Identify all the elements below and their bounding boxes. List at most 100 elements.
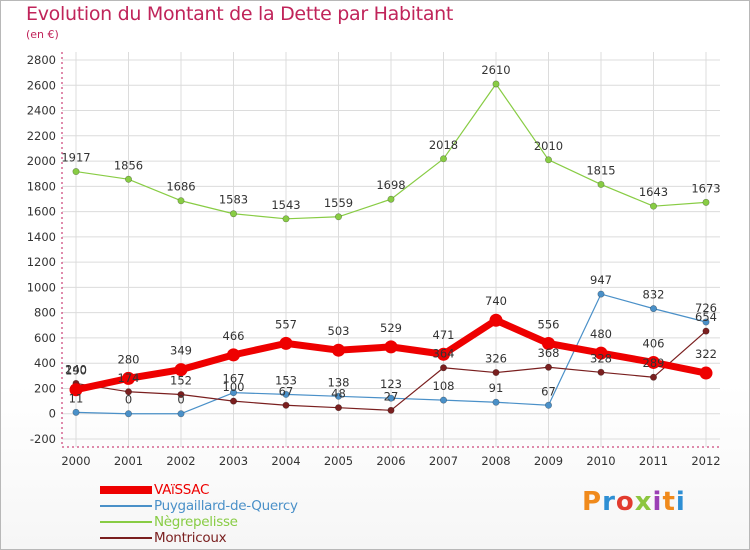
y-tick-label: -200 — [30, 432, 56, 446]
data-label: 1856 — [114, 158, 143, 172]
data-label: 740 — [485, 294, 507, 308]
data-label: 190 — [65, 364, 87, 378]
data-label: 2018 — [429, 138, 458, 152]
series-montricoux — [72, 327, 710, 414]
data-label: 471 — [433, 328, 455, 342]
series-vai-ssac — [69, 313, 713, 397]
data-label: 326 — [485, 352, 507, 366]
y-tick-label: 1600 — [27, 205, 56, 219]
axis-layer: -200020040060080010001200140016001800200… — [27, 52, 721, 468]
data-label: 466 — [223, 329, 245, 343]
logo-letter: o — [615, 487, 635, 517]
data-label: 529 — [380, 321, 402, 335]
data-label: 280 — [118, 352, 140, 366]
data-label: 726 — [695, 301, 717, 315]
data-point — [649, 202, 657, 210]
data-label: 27 — [384, 389, 399, 403]
legend-swatch-vaissac — [100, 486, 152, 494]
data-point — [125, 175, 133, 183]
data-label: 153 — [275, 373, 297, 387]
x-tick-label: 2005 — [324, 454, 353, 468]
chart-unit-label: (en €) — [26, 28, 59, 41]
data-point — [492, 369, 500, 377]
data-point — [334, 404, 342, 412]
series-puygaillard-de-quercy — [72, 290, 710, 418]
y-tick-label: 2000 — [27, 154, 56, 168]
x-tick-label: 2002 — [166, 454, 195, 468]
data-point — [489, 313, 503, 327]
data-label: 1583 — [219, 193, 248, 207]
data-label: 1559 — [324, 196, 353, 210]
data-point — [702, 318, 710, 326]
data-point — [72, 408, 80, 416]
y-tick-label: 200 — [34, 381, 56, 395]
x-tick-label: 2008 — [481, 454, 510, 468]
data-point — [594, 346, 608, 360]
data-point — [544, 401, 552, 409]
data-point — [649, 373, 657, 381]
series-layer — [69, 80, 713, 418]
data-label: 328 — [590, 351, 612, 365]
data-point — [177, 391, 185, 399]
data-label: 67 — [279, 384, 294, 398]
data-label: 832 — [643, 288, 665, 302]
x-tick-label: 2011 — [639, 454, 668, 468]
data-point — [544, 363, 552, 371]
data-label: 1643 — [639, 185, 668, 199]
data-label: 654 — [695, 310, 717, 324]
y-tick-label: 2600 — [27, 78, 56, 92]
data-point — [702, 327, 710, 335]
logo-letter: r — [602, 487, 616, 517]
legend-label-montricoux: Montricoux — [154, 530, 227, 546]
data-label: 557 — [275, 317, 297, 331]
data-point — [230, 210, 238, 218]
data-point — [125, 410, 133, 418]
data-label: 167 — [223, 372, 245, 386]
data-point — [647, 355, 660, 369]
y-tick-label: 1000 — [27, 280, 56, 294]
chart-title: Evolution du Montant de la Dette par Hab… — [26, 3, 454, 25]
data-point — [437, 347, 450, 361]
data-point — [334, 392, 342, 400]
data-label: 364 — [433, 347, 455, 361]
data-point — [227, 348, 240, 362]
y-tick-label: 2800 — [27, 53, 56, 67]
x-tick-label: 2007 — [429, 454, 458, 468]
data-point — [702, 198, 710, 206]
data-point — [177, 410, 185, 418]
legend-swatch-montricoux — [100, 537, 152, 539]
logo-letter: i — [652, 487, 663, 517]
x-tick-label: 2006 — [376, 454, 405, 468]
data-label: 1917 — [61, 151, 90, 165]
data-point — [649, 305, 657, 313]
data-point — [387, 195, 395, 203]
data-point — [282, 401, 290, 409]
legend-label-puygaillard: Puygaillard-de-Quercy — [154, 498, 298, 514]
data-label: 2010 — [534, 139, 563, 153]
data-point — [597, 290, 605, 298]
data-point — [72, 168, 80, 176]
data-label: 349 — [170, 344, 192, 358]
data-label: 100 — [223, 380, 245, 394]
legend-label-vaissac: VAïSSAC — [154, 482, 210, 498]
data-point — [597, 180, 605, 188]
data-point — [542, 336, 555, 350]
y-tick-label: 400 — [34, 356, 56, 370]
data-label: 1686 — [166, 180, 195, 194]
data-label: 1673 — [691, 181, 720, 195]
data-point — [439, 364, 447, 372]
data-label: 322 — [695, 347, 717, 361]
data-point — [439, 155, 447, 163]
legend-swatch-negrepelisse — [100, 521, 152, 523]
data-label: 289 — [643, 356, 665, 370]
data-label: 556 — [538, 317, 560, 331]
data-point — [334, 213, 342, 221]
data-label: 0 — [177, 393, 184, 407]
y-tick-label: 1200 — [27, 255, 56, 269]
proxiti-logo: Proxiti — [582, 487, 686, 517]
data-label: 503 — [328, 324, 350, 338]
data-label: 2610 — [481, 63, 510, 77]
